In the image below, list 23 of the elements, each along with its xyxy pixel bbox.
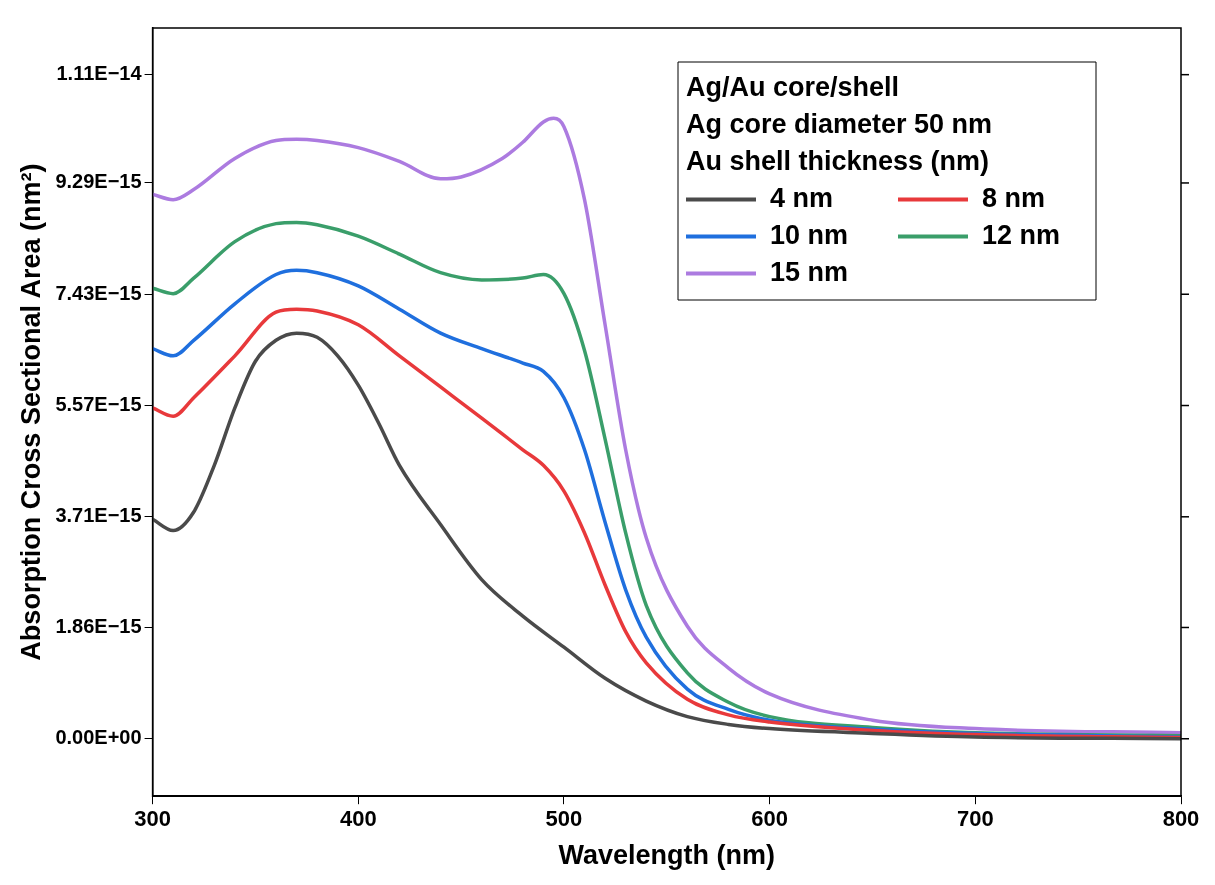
x-tick-label: 500 xyxy=(545,806,583,832)
x-tick-label: 400 xyxy=(339,806,377,832)
annotation: Ag core diameter 50 nm xyxy=(686,108,993,139)
y-tick-label: 1.11E−14 xyxy=(56,62,143,85)
y-tick-label: 0.00E+00 xyxy=(55,726,142,749)
x-tick-label: 300 xyxy=(134,806,171,832)
annotation: Ag/Au core/shell xyxy=(686,71,900,102)
x-tick-label: 800 xyxy=(1162,806,1200,832)
x-tick-label: 700 xyxy=(956,806,994,832)
legend-label: 4 nm xyxy=(770,182,834,213)
y-tick-label: 5.57E−15 xyxy=(55,393,142,416)
legend-label: 12 nm xyxy=(982,219,1061,250)
x-tick-label: 600 xyxy=(751,806,788,832)
legend-label: 10 nm xyxy=(770,219,849,250)
y-axis-title: Absorption Cross Sectional Area (nm²) xyxy=(15,163,46,661)
y-tick-label: 1.86E−15 xyxy=(55,615,142,637)
y-tick-label: 7.43E−15 xyxy=(55,281,142,304)
y-tick-label: 9.29E−15 xyxy=(55,170,142,193)
y-tick-label: 3.71E−15 xyxy=(55,504,142,527)
legend-label: 8 nm xyxy=(982,182,1046,213)
legend-label: 15 nm xyxy=(770,256,849,287)
legend-title: Au shell thickness (nm) xyxy=(686,145,990,176)
x-axis-title: Wavelength (nm) xyxy=(558,840,776,871)
